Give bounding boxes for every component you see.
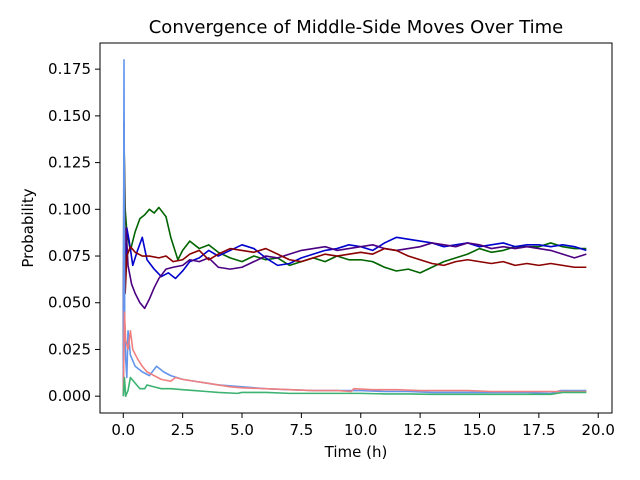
x-tick-label: 0.0: [111, 421, 135, 439]
y-axis-label: Probability: [19, 188, 37, 267]
y-tick-label: 0.075: [48, 247, 91, 265]
y-tick-label: 0.000: [48, 387, 91, 405]
x-tick-label: 20.0: [582, 421, 615, 439]
chart-title: Convergence of Middle-Side Moves Over Ti…: [149, 17, 564, 38]
y-axis: 0.000 0.025 0.050 0.075 0.100 0.125 0.150 0.175: [48, 60, 100, 405]
series-line-4: [122, 156, 587, 359]
series-line-1: [122, 150, 587, 387]
x-tick-label: 5.0: [230, 421, 254, 439]
series-line-3: [122, 120, 587, 382]
x-axis: 0.0 2.5 5.0 7.5 10.0 12.5 15.0 17.5 20.0: [111, 413, 615, 439]
series-line-7: [122, 376, 587, 397]
series-line-2: [122, 186, 587, 378]
y-tick-label: 0.125: [48, 154, 91, 172]
x-tick-label: 12.5: [403, 421, 436, 439]
x-axis-label: Time (h): [324, 443, 388, 461]
x-tick-label: 7.5: [289, 421, 313, 439]
x-tick-label: 17.5: [522, 421, 555, 439]
y-tick-label: 0.025: [48, 340, 91, 358]
plot-frame: [99, 42, 613, 414]
y-tick-label: 0.150: [48, 107, 91, 125]
y-tick-label: 0.050: [48, 294, 91, 312]
series-line-6: [122, 311, 587, 397]
y-tick-label: 0.100: [48, 200, 91, 218]
x-tick-label: 10.0: [344, 421, 377, 439]
series-layer: [122, 59, 587, 397]
x-tick-label: 2.5: [171, 421, 195, 439]
y-tick-label: 0.175: [48, 60, 91, 78]
x-tick-label: 15.0: [463, 421, 496, 439]
